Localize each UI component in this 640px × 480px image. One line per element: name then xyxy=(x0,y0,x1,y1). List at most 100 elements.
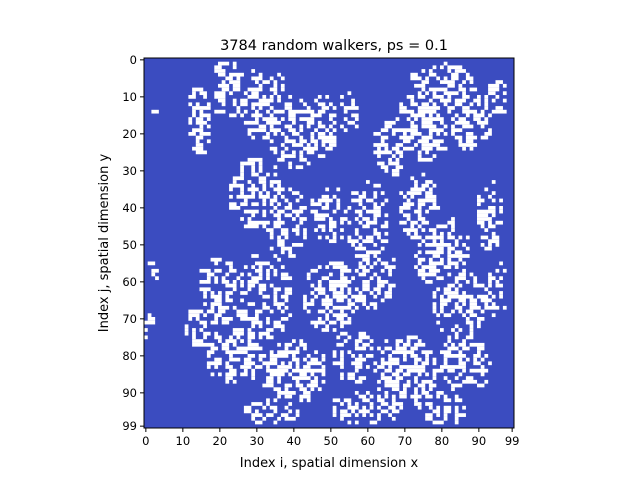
heatmap-cell-run xyxy=(288,313,293,318)
heatmap-cell-run xyxy=(354,228,359,232)
heatmap-cell-run xyxy=(432,357,437,362)
heatmap-cell-run xyxy=(262,80,270,84)
heatmap-cell-run xyxy=(273,387,281,392)
heatmap-cell-run xyxy=(317,224,326,229)
heatmap-cell-run xyxy=(399,135,415,140)
heatmap-cell-run xyxy=(299,128,304,133)
heatmap-cell-run xyxy=(347,220,352,225)
heatmap-cell-run xyxy=(317,154,326,158)
heatmap-cell-run xyxy=(351,361,363,366)
heatmap-cell-run xyxy=(384,120,396,125)
heatmap-cell-run xyxy=(432,183,437,188)
heatmap-cell-run xyxy=(384,198,389,203)
heatmap-cell-run xyxy=(225,272,230,277)
heatmap-cell-run xyxy=(251,213,256,218)
heatmap-cell-run xyxy=(417,109,437,114)
heatmap-cell-run xyxy=(332,398,341,403)
heatmap-cell-run xyxy=(206,361,222,366)
heatmap-cell-run xyxy=(184,324,189,329)
heatmap-cell-run xyxy=(317,198,333,203)
heatmap-cell-run xyxy=(332,194,337,199)
heatmap-cell-run xyxy=(377,394,381,399)
heatmap-cell-run xyxy=(247,331,256,336)
heatmap-cell-run xyxy=(218,61,230,66)
heatmap-cell-run xyxy=(255,365,263,369)
heatmap-cell-run xyxy=(425,354,429,358)
heatmap-cell-run xyxy=(247,287,252,292)
heatmap-cell-run xyxy=(462,405,466,410)
heatmap-cell-run xyxy=(432,291,437,295)
heatmap-cell-run xyxy=(421,361,429,366)
heatmap-cell-run xyxy=(210,257,222,262)
heatmap-cell-run xyxy=(288,113,296,118)
heatmap-cell-run xyxy=(292,376,311,380)
heatmap-cell-run xyxy=(440,294,444,299)
heatmap-cell-run xyxy=(247,354,256,358)
heatmap-cell-run xyxy=(206,117,211,121)
heatmap-cell-run xyxy=(303,102,307,107)
heatmap-cell-run xyxy=(277,209,285,214)
heatmap-cell-run xyxy=(358,235,363,240)
heatmap-cell-run xyxy=(218,305,230,310)
heatmap-cell-run xyxy=(277,202,281,207)
heatmap-cell-run xyxy=(251,113,263,118)
heatmap-cell-run xyxy=(288,372,293,377)
heatmap-cell-run xyxy=(188,309,204,314)
heatmap-cell-run xyxy=(380,139,385,144)
heatmap-cell-run xyxy=(273,294,278,299)
heatmap-cell-run xyxy=(377,416,381,421)
heatmap-cell-run xyxy=(329,287,337,292)
heatmap-cell-run xyxy=(225,372,237,377)
heatmap-cell-run xyxy=(243,91,248,96)
heatmap-cell-run xyxy=(436,132,441,136)
heatmap-cell-run xyxy=(477,220,485,225)
heatmap-cell-run xyxy=(240,98,248,103)
heatmap-cell-run xyxy=(325,313,330,318)
heatmap-cell-run xyxy=(269,350,274,355)
heatmap-cell-run xyxy=(377,379,381,384)
heatmap-cell-run xyxy=(347,287,352,292)
heatmap-cell-run xyxy=(199,287,211,292)
heatmap-cell-run xyxy=(362,257,370,262)
heatmap-cell-run xyxy=(362,206,367,210)
heatmap-cell-run xyxy=(377,365,385,369)
heatmap-cell-run xyxy=(277,157,285,162)
heatmap-cell-run xyxy=(473,280,478,284)
heatmap-cell-run xyxy=(188,313,200,318)
heatmap-cell-run xyxy=(192,335,196,340)
heatmap-cell-run xyxy=(192,109,196,114)
heatmap-cell-run xyxy=(236,335,241,340)
heatmap-cell-run xyxy=(240,102,248,107)
heatmap-cell-run xyxy=(432,302,437,306)
heatmap-cell-run xyxy=(295,409,300,414)
heatmap-cell-run xyxy=(369,402,374,406)
heatmap-cell-run xyxy=(447,95,452,99)
heatmap-cell-run xyxy=(384,124,392,129)
heatmap-cell-run xyxy=(306,309,311,314)
heatmap-cell-run xyxy=(329,117,333,121)
heatmap-cell-run xyxy=(262,95,267,99)
heatmap-cell-run xyxy=(454,265,459,269)
heatmap-cell-run xyxy=(317,124,326,129)
heatmap-cell-run xyxy=(317,280,322,284)
heatmap-cell-run xyxy=(299,217,307,221)
heatmap-cell-run xyxy=(391,257,396,262)
heatmap-cell-run xyxy=(277,391,296,395)
heatmap-cell-run xyxy=(340,413,352,417)
heatmap-cell-run xyxy=(488,272,492,277)
heatmap-cell-run xyxy=(147,261,156,266)
heatmap-cell-run xyxy=(425,194,437,199)
heatmap-cell-run xyxy=(369,346,374,351)
heatmap-cell-run xyxy=(440,231,444,236)
heatmap-cell-run xyxy=(469,305,481,310)
heatmap-cell-run xyxy=(303,146,318,151)
heatmap-cell-run xyxy=(421,228,426,232)
heatmap-cell-run xyxy=(221,276,226,281)
heatmap-cell-run xyxy=(340,309,344,314)
heatmap-cell-run xyxy=(321,143,326,147)
heatmap-cell-run xyxy=(491,231,496,236)
heatmap-cell-run xyxy=(473,276,478,281)
heatmap-cell-run xyxy=(380,224,389,229)
heatmap-cell-run xyxy=(354,254,370,258)
heatmap-cell-run xyxy=(247,302,256,306)
